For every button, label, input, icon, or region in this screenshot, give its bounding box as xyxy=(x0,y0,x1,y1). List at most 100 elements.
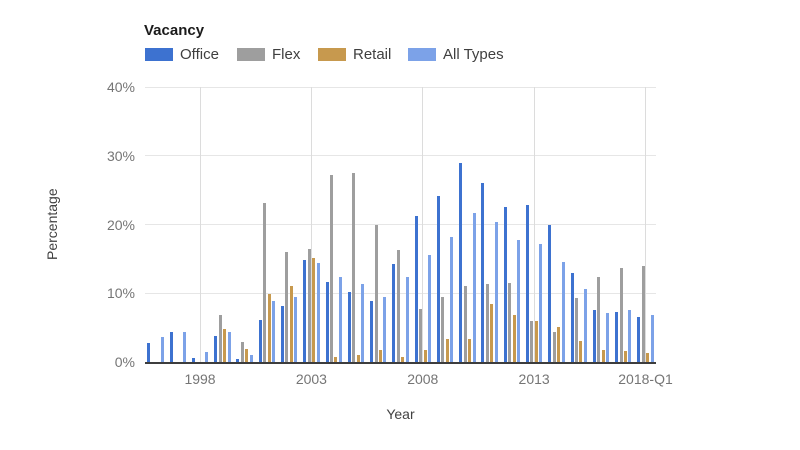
bar-retail-2006[interactable] xyxy=(379,350,382,362)
bar-retail-1999[interactable] xyxy=(223,329,226,362)
bar-office-2003[interactable] xyxy=(303,260,307,362)
bar-all-types-2006[interactable] xyxy=(383,296,387,362)
bar-flex-2018-Q1[interactable] xyxy=(641,266,645,362)
legend-item-all-types: All Types xyxy=(408,47,504,62)
bar-office-2017[interactable] xyxy=(615,311,619,362)
bar-office-2005[interactable] xyxy=(347,291,351,362)
bar-flex-2000[interactable] xyxy=(240,342,244,362)
bar-all-types-2003[interactable] xyxy=(316,263,320,362)
bar-flex-2010[interactable] xyxy=(463,286,467,362)
bar-flex-2002[interactable] xyxy=(285,252,289,362)
bar-flex-2006[interactable] xyxy=(374,224,378,362)
bar-office-2012[interactable] xyxy=(503,207,507,362)
bar-office-1997[interactable] xyxy=(169,331,173,362)
bar-retail-2015[interactable] xyxy=(579,340,583,362)
bar-all-types-2018-Q1[interactable] xyxy=(650,314,654,362)
bar-retail-2000[interactable] xyxy=(245,348,249,362)
bar-office-2014[interactable] xyxy=(548,225,552,362)
bar-all-types-2015[interactable] xyxy=(583,289,587,362)
bar-all-types-2008[interactable] xyxy=(427,254,431,362)
bar-all-types-1998[interactable] xyxy=(205,352,209,362)
bar-flex-2012[interactable] xyxy=(508,282,512,362)
bar-flex-2005[interactable] xyxy=(352,172,356,362)
bar-flex-2015[interactable] xyxy=(575,298,578,362)
v-gridline-2013 xyxy=(533,87,535,362)
bar-retail-2007[interactable] xyxy=(401,356,405,362)
bar-office-2018-Q1[interactable] xyxy=(637,316,641,362)
bar-flex-2016[interactable] xyxy=(597,277,601,362)
legend-label-office: Office xyxy=(180,46,219,63)
bar-retail-2001[interactable] xyxy=(267,293,271,362)
bar-all-types-2009[interactable] xyxy=(450,236,454,362)
y-tick-label-0: 0% xyxy=(114,354,135,370)
bar-all-types-2010[interactable] xyxy=(472,212,476,362)
bar-retail-2003[interactable] xyxy=(312,257,316,362)
x-tick-label-2013: 2013 xyxy=(518,371,550,387)
bar-office-2011[interactable] xyxy=(481,182,485,362)
bar-office-2001[interactable] xyxy=(258,320,262,362)
bar-all-types-1999[interactable] xyxy=(227,332,231,362)
legend-item-retail: Retail xyxy=(318,46,392,63)
bar-retail-2016[interactable] xyxy=(601,349,605,362)
bar-flex-2004[interactable] xyxy=(330,175,333,362)
bar-all-types-2001[interactable] xyxy=(272,300,275,362)
bar-retail-2018-Q1[interactable] xyxy=(646,353,650,362)
bar-office-1998[interactable] xyxy=(191,357,195,362)
bar-flex-2013[interactable] xyxy=(530,321,534,362)
bar-retail-2009[interactable] xyxy=(445,339,449,362)
bar-retail-2013[interactable] xyxy=(534,321,538,362)
bar-flex-2001[interactable] xyxy=(263,202,267,362)
bar-all-types-1996[interactable] xyxy=(160,336,164,362)
bar-all-types-2012[interactable] xyxy=(517,239,520,362)
bar-flex-2017[interactable] xyxy=(619,267,623,362)
bar-all-types-2013[interactable] xyxy=(539,244,543,362)
bar-retail-2017[interactable] xyxy=(624,351,627,362)
legend-label-retail: Retail xyxy=(353,46,392,63)
bar-all-types-2016[interactable] xyxy=(606,312,610,362)
bar-office-2006[interactable] xyxy=(370,300,374,362)
bar-all-types-2000[interactable] xyxy=(249,355,253,362)
bar-office-2013[interactable] xyxy=(526,204,529,362)
bar-retail-2002[interactable] xyxy=(289,286,293,362)
bar-office-2009[interactable] xyxy=(436,195,440,362)
bar-all-types-2017[interactable] xyxy=(628,310,632,362)
bar-all-types-2007[interactable] xyxy=(405,277,409,362)
x-tick-label-2003: 2003 xyxy=(295,371,327,387)
bar-retail-2012[interactable] xyxy=(512,314,516,362)
bar-all-types-1997[interactable] xyxy=(182,331,186,362)
bar-all-types-2004[interactable] xyxy=(338,277,342,362)
x-tick-label-1998: 1998 xyxy=(184,371,216,387)
bar-office-1999[interactable] xyxy=(214,335,218,362)
bar-office-2004[interactable] xyxy=(325,281,329,362)
bar-office-2000[interactable] xyxy=(236,358,240,362)
bar-all-types-2014[interactable] xyxy=(561,261,565,362)
bar-office-2010[interactable] xyxy=(459,162,463,362)
bar-office-1996[interactable] xyxy=(147,342,151,362)
bar-flex-1999[interactable] xyxy=(218,315,222,362)
bar-retail-2014[interactable] xyxy=(557,326,561,362)
bar-flex-2007[interactable] xyxy=(396,249,400,362)
bar-flex-2008[interactable] xyxy=(419,309,422,362)
v-gridline-1998 xyxy=(199,87,201,362)
bar-retail-2004[interactable] xyxy=(334,356,338,362)
bar-retail-2008[interactable] xyxy=(423,350,427,362)
bar-all-types-2005[interactable] xyxy=(361,284,365,362)
bar-retail-2005[interactable] xyxy=(356,355,360,362)
bar-office-2008[interactable] xyxy=(414,216,418,362)
bar-retail-2011[interactable] xyxy=(490,304,494,362)
bar-flex-2009[interactable] xyxy=(441,296,445,362)
bar-flex-2011[interactable] xyxy=(485,283,489,362)
bar-retail-2010[interactable] xyxy=(468,338,471,362)
bar-office-2016[interactable] xyxy=(592,309,596,362)
legend-swatch-retail xyxy=(318,48,346,61)
bar-office-2015[interactable] xyxy=(570,272,574,362)
bar-all-types-2002[interactable] xyxy=(294,297,298,362)
h-gridline-20 xyxy=(145,224,656,225)
bar-all-types-2011[interactable] xyxy=(494,222,498,362)
bar-office-2002[interactable] xyxy=(281,306,284,362)
plot-area xyxy=(145,86,656,364)
y-tick-label-40: 40% xyxy=(106,79,135,95)
bar-flex-2014[interactable] xyxy=(552,332,556,362)
bar-flex-2003[interactable] xyxy=(307,249,311,362)
bar-office-2007[interactable] xyxy=(392,264,396,362)
